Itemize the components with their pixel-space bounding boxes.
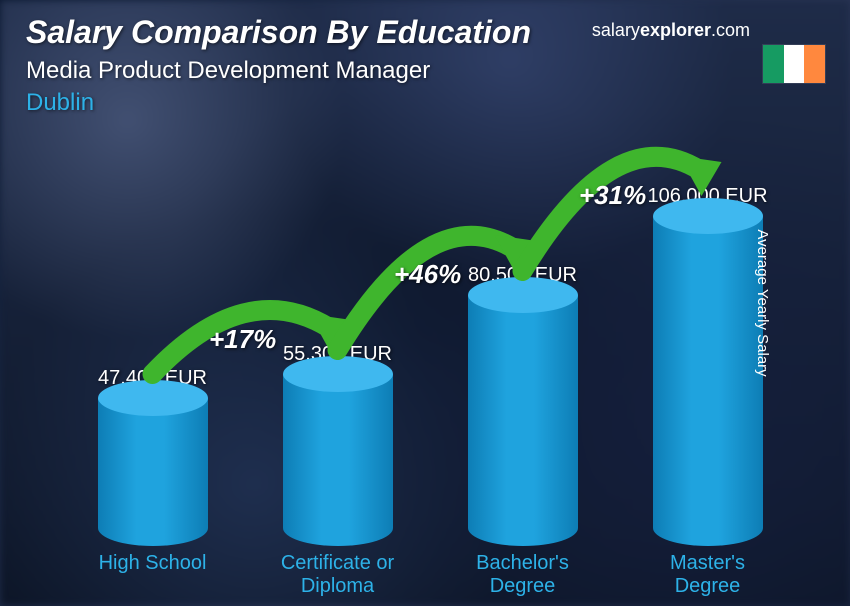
increase-pct-label: +17% <box>209 324 276 355</box>
bar-3d <box>468 295 578 546</box>
x-axis-label: Master'sDegree <box>615 552 800 598</box>
country-flag-ireland <box>762 44 826 84</box>
flag-stripe-1 <box>763 45 784 83</box>
increase-pct-label: +46% <box>394 259 461 290</box>
brand-suffix: .com <box>711 20 750 40</box>
bar-chart: 47,400 EUR 55,300 EUR 80,500 EUR 106,000… <box>60 146 800 546</box>
bars-container: 47,400 EUR 55,300 EUR 80,500 EUR 106,000… <box>60 146 800 546</box>
brand-watermark: salaryexplorer.com <box>592 20 750 41</box>
bar-front <box>283 374 393 546</box>
x-axis-label: Certificate orDiploma <box>245 552 430 598</box>
bar-front <box>98 398 208 546</box>
x-axis-label: Bachelor'sDegree <box>430 552 615 598</box>
chart-subtitle: Media Product Development Manager <box>26 57 824 85</box>
bar-3d <box>283 374 393 546</box>
flag-stripe-2 <box>784 45 805 83</box>
flag-stripe-3 <box>804 45 825 83</box>
brand-bold: explorer <box>640 20 711 40</box>
bar-top-ellipse <box>653 198 763 234</box>
chart-location: Dublin <box>26 89 824 117</box>
x-axis-label: High School <box>60 552 245 598</box>
x-axis-labels: High SchoolCertificate orDiplomaBachelor… <box>60 552 800 598</box>
increase-pct-label: +31% <box>579 180 646 211</box>
y-axis-label: Average Yearly Salary <box>754 229 771 376</box>
bar-front <box>468 295 578 546</box>
bar-3d <box>653 216 763 546</box>
bar-slot: 106,000 EUR <box>615 185 800 546</box>
bar-slot: 55,300 EUR <box>245 343 430 546</box>
bar-slot: 47,400 EUR <box>60 367 245 546</box>
bar-front <box>653 216 763 546</box>
bar-top-ellipse <box>468 277 578 313</box>
bar-slot: 80,500 EUR <box>430 264 615 546</box>
bar-top-ellipse <box>98 380 208 416</box>
bar-3d <box>98 398 208 546</box>
brand-prefix: salary <box>592 20 640 40</box>
bar-top-ellipse <box>283 356 393 392</box>
